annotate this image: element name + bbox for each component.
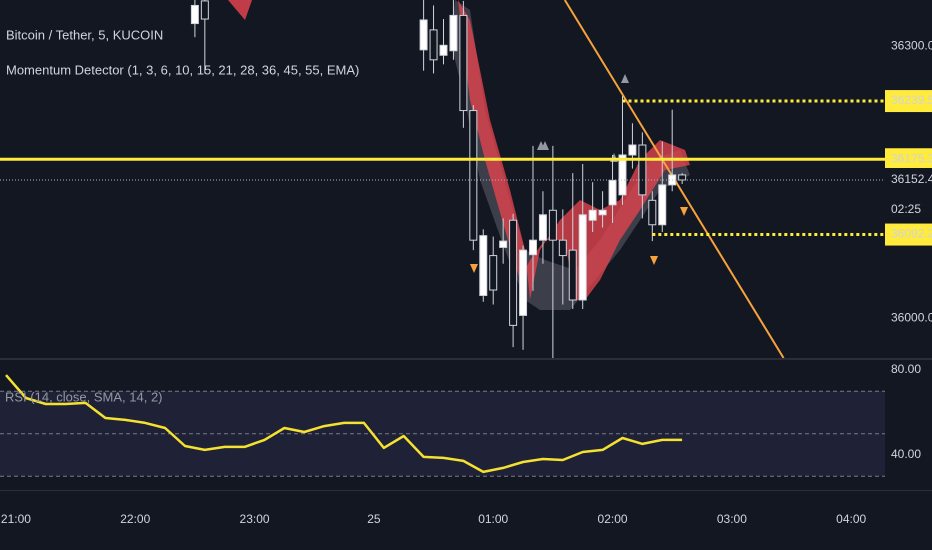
level-label: 36092.2: [891, 227, 932, 241]
x-tick-label: 02:00: [598, 512, 628, 526]
candle-body: [419, 19, 428, 51]
level-label: 36239.5: [891, 93, 932, 107]
candle-body: [608, 179, 617, 206]
x-tick-label: 23:00: [240, 512, 270, 526]
main-pane: [190, 0, 785, 358]
level-label-box: [885, 223, 932, 246]
x-tick-label: 21:00: [1, 512, 31, 526]
pane-separator: [0, 358, 932, 360]
candle-body: [548, 209, 557, 241]
y-tick-label: 36000.0: [891, 310, 932, 324]
x-tick-label: 22:00: [120, 512, 150, 526]
time-axis-border: [0, 490, 932, 491]
candle-body: [558, 239, 567, 257]
x-tick-label: 04:00: [836, 512, 866, 526]
candle-body: [618, 154, 627, 196]
x-tick-label: 25: [367, 512, 381, 526]
rsi-title: RSI (14, close, SMA, 14, 2): [5, 389, 163, 404]
x-tick-label: 01:00: [478, 512, 508, 526]
candle-body: [519, 249, 528, 316]
candle-body: [190, 4, 199, 25]
candle-body: [578, 214, 587, 301]
indicator-title: Momentum Detector (1, 3, 6, 10, 15, 21, …: [6, 62, 359, 77]
level-label: 36175.3: [891, 151, 932, 165]
candle-body: [489, 255, 498, 291]
level-label-box: [885, 90, 932, 113]
candle-body: [538, 214, 547, 241]
candle-body: [439, 44, 448, 56]
candle-body: [598, 209, 607, 216]
rsi-line: [5, 374, 683, 474]
y-tick-label: 36300.0: [891, 38, 932, 52]
rsi-pane: [0, 374, 885, 477]
rsi-tick-label: 80.00: [891, 362, 921, 376]
candle-body: [429, 29, 438, 61]
candle-body: [200, 0, 209, 20]
last-price-box: [885, 167, 932, 208]
signal-marker: [470, 264, 478, 273]
candle-body: [509, 219, 518, 326]
last-price-label: 36152.4: [891, 172, 932, 186]
signal-marker: [621, 74, 629, 83]
candle-body: [479, 235, 488, 296]
candle-body: [499, 240, 508, 248]
candle-body: [528, 239, 537, 256]
candle-body: [658, 184, 667, 226]
momentum-cloud: [228, 0, 252, 20]
signal-marker: [680, 207, 688, 216]
signal-marker: [650, 256, 658, 265]
candle-body: [459, 14, 468, 112]
signal-marker: [541, 141, 549, 150]
candle-body: [678, 174, 687, 181]
candle-body: [628, 144, 637, 156]
candle-body: [638, 144, 647, 196]
rsi-tick-label: 40.00: [891, 447, 921, 461]
candle-body: [588, 209, 597, 221]
candle-body: [449, 14, 458, 52]
x-tick-label: 03:00: [717, 512, 747, 526]
level-label-box: [885, 148, 932, 171]
candle-body: [469, 110, 478, 241]
countdown-label: 02:25: [891, 202, 921, 216]
symbol-title: Bitcoin / Tether, 5, KUCOIN: [6, 27, 163, 42]
candle-body: [648, 199, 657, 226]
candle-body: [568, 249, 577, 301]
